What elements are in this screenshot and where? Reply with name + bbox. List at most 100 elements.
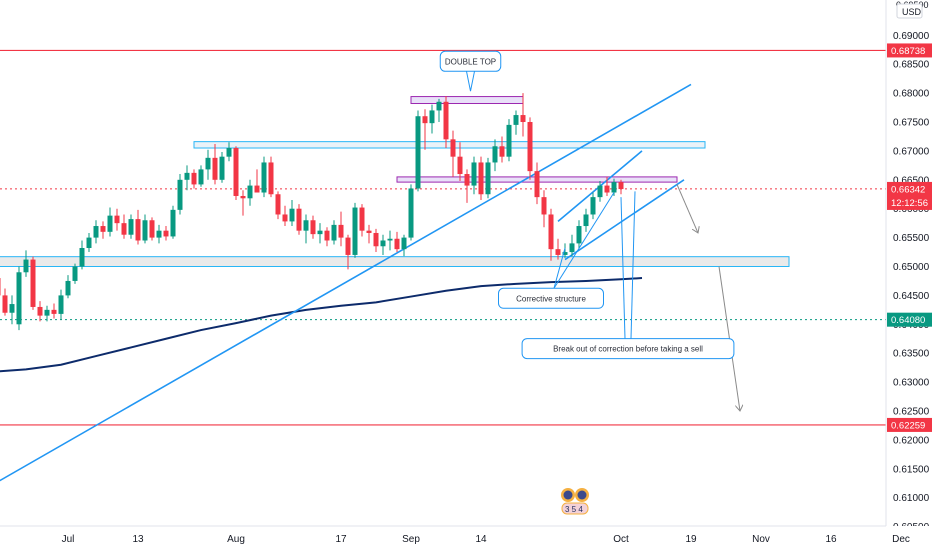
candle-body[interactable]	[163, 230, 169, 237]
candle-body[interactable]	[520, 115, 526, 122]
candle-body[interactable]	[72, 266, 78, 281]
candle-body[interactable]	[366, 230, 372, 233]
candle-body[interactable]	[562, 252, 568, 255]
currency-badge[interactable]	[896, 3, 923, 19]
candle-body[interactable]	[597, 185, 603, 198]
candle-body[interactable]	[324, 230, 330, 241]
candle-body[interactable]	[191, 172, 197, 185]
candle-body[interactable]	[611, 182, 617, 193]
candle-body[interactable]	[149, 220, 155, 238]
candle-body[interactable]	[513, 115, 519, 125]
candle-body[interactable]	[534, 171, 540, 198]
candle-body[interactable]	[429, 110, 435, 124]
candle-body[interactable]	[0, 278, 1, 296]
candle-body[interactable]	[352, 207, 358, 255]
candle-body[interactable]	[240, 195, 246, 199]
candle-body[interactable]	[282, 214, 288, 222]
candle-body[interactable]	[499, 146, 505, 157]
candle-body[interactable]	[387, 238, 393, 241]
candle-body[interactable]	[506, 124, 512, 157]
candle-body[interactable]	[618, 182, 624, 190]
candle-body[interactable]	[422, 116, 428, 124]
candle-body[interactable]	[380, 240, 386, 247]
candle-body[interactable]	[359, 207, 365, 231]
candle-body[interactable]	[79, 248, 85, 267]
candle-body[interactable]	[576, 226, 582, 244]
candle-body[interactable]	[303, 220, 309, 231]
candle-body[interactable]	[184, 172, 190, 180]
candle-body[interactable]	[583, 214, 589, 227]
candle-body[interactable]	[436, 101, 442, 111]
candle-body[interactable]	[93, 226, 99, 238]
candle-body[interactable]	[233, 148, 239, 196]
candle-body[interactable]	[485, 162, 491, 195]
candle-body[interactable]	[317, 230, 323, 235]
candle-body[interactable]	[296, 208, 302, 231]
candle-body[interactable]	[177, 179, 183, 210]
candle-body[interactable]	[275, 194, 281, 215]
callout-box[interactable]	[439, 50, 502, 72]
candle-body[interactable]	[408, 188, 414, 238]
candle-body[interactable]	[107, 215, 113, 232]
candle-body[interactable]	[541, 197, 547, 215]
candle-body[interactable]	[464, 174, 470, 186]
support-zone[interactable]	[0, 256, 790, 268]
candle-body[interactable]	[212, 157, 218, 180]
candle-body[interactable]	[394, 238, 400, 250]
candle-body[interactable]	[205, 157, 211, 170]
candle-body[interactable]	[457, 156, 463, 175]
candle-body[interactable]	[527, 122, 533, 172]
candle-body[interactable]	[16, 272, 22, 325]
candle-body[interactable]	[226, 148, 232, 157]
candle-body[interactable]	[23, 259, 29, 273]
candle-body[interactable]	[548, 214, 554, 250]
candle-body[interactable]	[156, 230, 162, 238]
plot-area[interactable]: DOUBLE TOP Corrective structure Break out …	[0, 49, 886, 497]
candle-body[interactable]	[450, 139, 456, 157]
resistance-zone[interactable]	[193, 141, 706, 149]
candle-body[interactable]	[51, 309, 57, 314]
candle-body[interactable]	[268, 162, 274, 195]
candle-body[interactable]	[247, 185, 253, 199]
candle-body[interactable]	[604, 185, 610, 193]
candle-body[interactable]	[135, 219, 141, 241]
trendline[interactable]	[0, 83, 692, 497]
candle-body[interactable]	[254, 185, 260, 193]
events-badge[interactable]: 3 5 4	[561, 488, 589, 515]
candle-body[interactable]	[555, 249, 561, 255]
moving-average-line[interactable]	[0, 277, 643, 373]
candle-body[interactable]	[128, 219, 134, 235]
candle-body[interactable]	[478, 162, 484, 195]
candle-body[interactable]	[289, 208, 295, 222]
projection-arrow[interactable]	[676, 184, 698, 233]
callout-box[interactable]	[498, 287, 604, 309]
time-axis[interactable]: Jul 13 Aug 17 Sep 14 Oct 19 Nov 16 Dec	[0, 525, 932, 550]
candle-body[interactable]	[338, 224, 344, 238]
candle-body[interactable]	[2, 295, 8, 313]
candle-body[interactable]	[373, 232, 379, 247]
candle-body[interactable]	[9, 304, 15, 313]
candle-body[interactable]	[331, 224, 337, 241]
candle-body[interactable]	[114, 215, 120, 224]
candle-body[interactable]	[471, 162, 477, 186]
candle-body[interactable]	[121, 223, 127, 235]
candle-body[interactable]	[415, 116, 421, 189]
candle-body[interactable]	[492, 146, 498, 163]
candle-body[interactable]	[58, 295, 64, 314]
candle-body[interactable]	[37, 306, 43, 316]
candle-body[interactable]	[86, 237, 92, 249]
events-count-badge[interactable]	[561, 502, 589, 515]
candle-body[interactable]	[170, 209, 176, 237]
candle-body[interactable]	[30, 259, 36, 307]
price-axis[interactable]: 0.69500 USD 0.605000.610000.615000.62000…	[885, 0, 932, 533]
candle-body[interactable]	[590, 197, 596, 215]
candle-body[interactable]	[345, 237, 351, 255]
candle-body[interactable]	[261, 162, 267, 193]
candle-body[interactable]	[310, 220, 316, 235]
candle-body[interactable]	[44, 309, 50, 316]
candle-body[interactable]	[198, 169, 204, 185]
double-top-zone[interactable]	[410, 96, 524, 105]
candle-body[interactable]	[142, 220, 148, 241]
candle-body[interactable]	[219, 156, 225, 180]
